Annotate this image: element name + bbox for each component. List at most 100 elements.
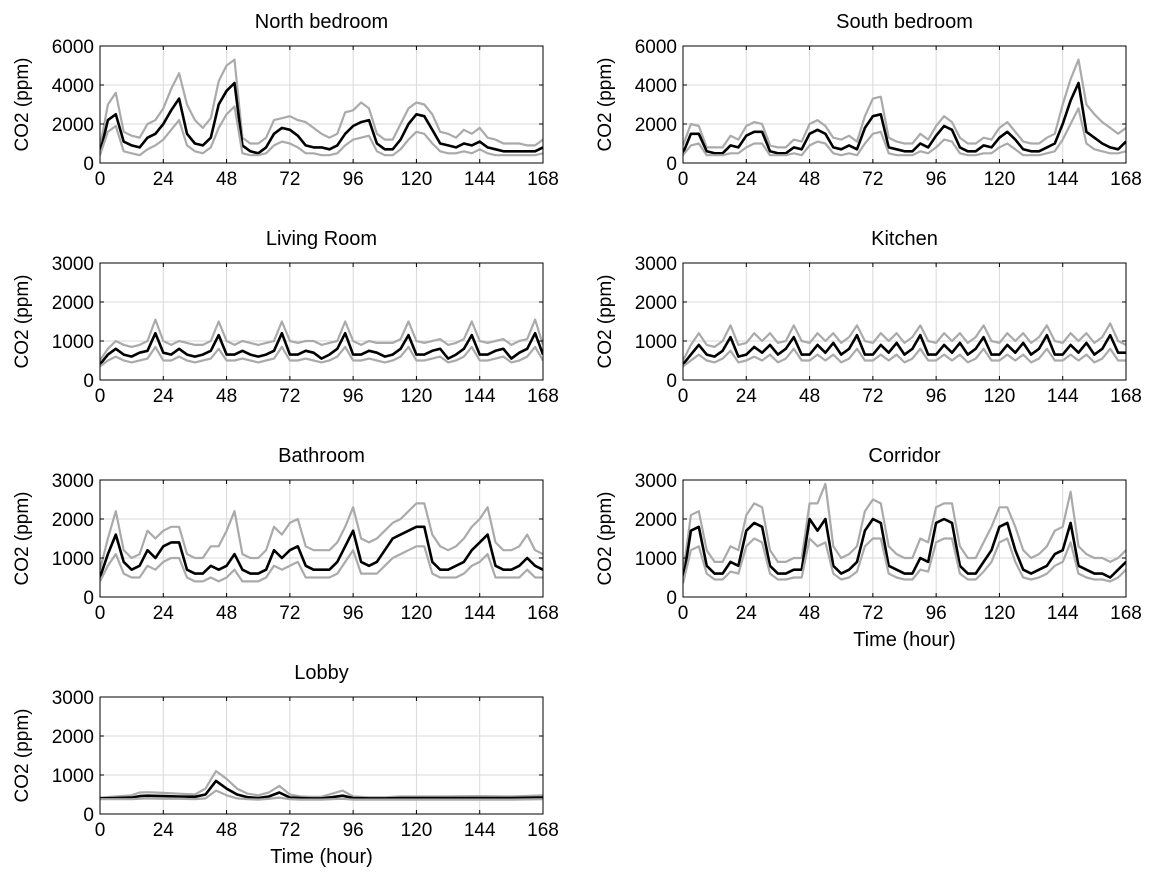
x-tick-label: 0 — [678, 603, 689, 624]
axes-box — [99, 479, 544, 598]
x-tick-label: 0 — [95, 820, 106, 841]
x-tick-label: 120 — [401, 169, 433, 190]
x-tick-label: 72 — [862, 603, 883, 624]
x-tick-label: 72 — [279, 386, 300, 407]
x-axis-label: Time (hour) — [853, 629, 956, 651]
x-tick-label: 0 — [95, 603, 106, 624]
subplot-corridor: 0 24 48 72 96 120 144 168 0 1000 2000 3000 Corridor C… — [595, 445, 1142, 651]
y-axis-label: CO2 (ppm) — [595, 275, 616, 369]
x-tick-label: 72 — [862, 169, 883, 190]
y-tick-label: 1000 — [52, 766, 94, 787]
subplot-living-room: 0 24 48 72 96 120 144 168 0 1000 2000 3000 Living Ro… — [12, 228, 559, 407]
y-tick-label: 3000 — [635, 254, 677, 275]
y-axis-label: CO2 (ppm) — [12, 275, 33, 369]
x-tick-label: 48 — [799, 386, 820, 407]
x-tick-label: 96 — [343, 386, 364, 407]
plot-area — [100, 46, 543, 163]
y-tick-label: 0 — [83, 588, 94, 609]
series-line-upper — [100, 502, 543, 570]
x-tick-label: 72 — [279, 820, 300, 841]
y-tick-label: 1000 — [52, 549, 94, 570]
x-tick-label: 48 — [799, 169, 820, 190]
y-tick-label: 1000 — [52, 332, 94, 353]
series-line-mean — [683, 333, 1126, 366]
y-tick-label: 0 — [666, 154, 677, 175]
series-line-mean — [100, 81, 543, 155]
subplot-south-bedroom: 0 24 48 72 96 120 144 168 0 2000 4000 6000 South bed… — [595, 11, 1142, 190]
y-axis-label: CO2 (ppm) — [12, 492, 33, 586]
y-tick-label: 2000 — [52, 293, 94, 314]
x-tick-label: 144 — [1047, 603, 1079, 624]
y-axis-label: CO2 (ppm) — [12, 58, 33, 152]
series-line-upper — [100, 58, 543, 148]
series-line-mean — [683, 81, 1126, 155]
subplot-title: North bedroom — [255, 11, 388, 33]
x-tick-label: 96 — [343, 603, 364, 624]
x-tick-label: 96 — [343, 820, 364, 841]
x-tick-label: 168 — [1110, 603, 1142, 624]
subplot-title: Bathroom — [278, 445, 365, 467]
x-tick-label: 0 — [678, 386, 689, 407]
series-line-mean — [100, 331, 543, 366]
x-tick-label: 144 — [464, 820, 496, 841]
y-tick-label: 0 — [83, 154, 94, 175]
x-tick-label: 168 — [527, 820, 559, 841]
y-tick-label: 3000 — [52, 254, 94, 275]
plot-area — [683, 480, 1126, 597]
axes-box — [682, 479, 1127, 598]
y-axis-label: CO2 (ppm) — [595, 492, 616, 586]
subplot-bathroom: 0 24 48 72 96 120 144 168 0 1000 2000 3000 Bathroom C… — [12, 445, 559, 624]
series-line-mean — [100, 779, 543, 800]
x-tick-label: 96 — [926, 169, 947, 190]
x-tick-label: 48 — [216, 386, 237, 407]
x-tick-label: 24 — [153, 820, 175, 841]
y-tick-label: 4000 — [635, 76, 677, 97]
x-tick-label: 24 — [736, 169, 758, 190]
subplot-lobby: 0 24 48 72 96 120 144 168 0 1000 2000 3000 Lobby CO2 … — [12, 662, 559, 868]
y-tick-label: 3000 — [635, 471, 677, 492]
x-tick-label: 0 — [95, 169, 106, 190]
series-line-mean — [100, 525, 543, 578]
x-tick-label: 0 — [678, 169, 689, 190]
series-line-lower — [683, 347, 1126, 368]
series-line-upper — [100, 318, 543, 362]
x-tick-label: 24 — [153, 603, 175, 624]
x-tick-label: 144 — [464, 169, 496, 190]
subplot-title: Lobby — [294, 662, 349, 684]
subplot-north-bedroom: 0 24 48 72 96 120 144 168 0 2000 4000 6000 North bed… — [12, 11, 559, 190]
x-tick-label: 120 — [401, 386, 433, 407]
x-tick-label: 120 — [401, 603, 433, 624]
x-tick-label: 24 — [736, 386, 758, 407]
series-line-upper — [683, 322, 1126, 361]
x-tick-label: 144 — [464, 386, 496, 407]
y-tick-label: 3000 — [52, 688, 94, 709]
series-line-lower — [100, 789, 543, 801]
x-tick-label: 0 — [95, 386, 106, 407]
subplot-title: Kitchen — [871, 228, 938, 250]
y-tick-label: 2000 — [635, 293, 677, 314]
axes-box — [99, 262, 544, 381]
x-tick-label: 96 — [343, 169, 364, 190]
axes-box — [99, 696, 544, 815]
y-tick-label: 0 — [666, 588, 677, 609]
x-tick-label: 168 — [527, 603, 559, 624]
y-tick-label: 0 — [666, 371, 677, 392]
x-tick-label: 168 — [1110, 169, 1142, 190]
series-line-upper — [683, 482, 1126, 574]
plot-area — [683, 263, 1126, 380]
y-tick-label: 0 — [83, 805, 94, 826]
y-tick-label: 6000 — [635, 37, 677, 58]
y-tick-label: 2000 — [635, 115, 677, 136]
series-line-lower — [683, 537, 1126, 584]
x-tick-label: 120 — [984, 169, 1016, 190]
axes-box — [99, 45, 544, 164]
y-tick-label: 1000 — [635, 549, 677, 570]
x-tick-label: 168 — [527, 386, 559, 407]
y-tick-label: 2000 — [52, 115, 94, 136]
x-tick-label: 120 — [984, 386, 1016, 407]
y-tick-label: 0 — [83, 371, 94, 392]
x-tick-label: 72 — [279, 169, 300, 190]
x-axis-label: Time (hour) — [270, 846, 373, 868]
y-tick-label: 4000 — [52, 76, 94, 97]
